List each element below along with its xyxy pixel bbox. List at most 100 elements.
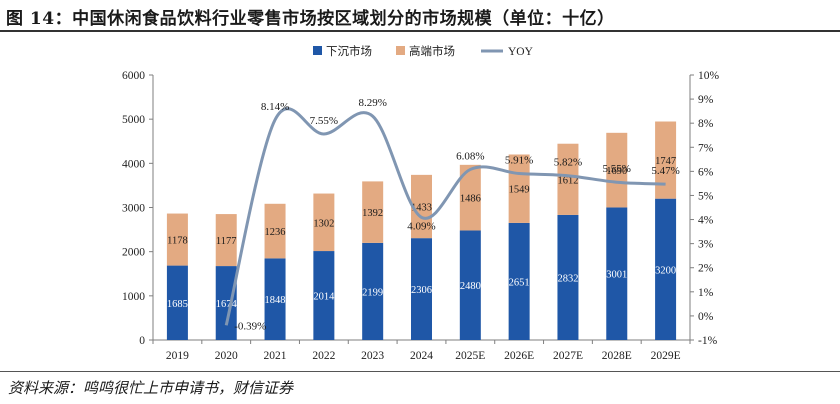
legend-swatch-lower (313, 46, 322, 55)
bar-lower-market (459, 230, 481, 340)
chart-axes: 0 1000 2000 3000 4000 5000 6000 -1% 0% 1% 2% 3% 4% 5%… (122, 70, 720, 362)
bar-upper-value-label: 1549 (509, 185, 530, 196)
bar-upper-value-label: 1392 (362, 208, 383, 219)
right-tick-label: 7% (698, 142, 714, 154)
bar-upper-value-label: 1747 (655, 156, 676, 167)
right-tick-label: 10% (698, 70, 720, 82)
right-tick-label: 0% (698, 311, 714, 323)
bar-lower-value-label: 3001 (606, 270, 627, 281)
bar-upper-market (362, 181, 384, 243)
bar-lower-value-label: 2832 (557, 273, 578, 284)
yoy-value-labels: -0.39% 8.14% 7.55% 8.29% 4.09% 6.08% 5.91% 5.82… (234, 97, 680, 332)
title-divider (0, 30, 840, 32)
bar-lower-market (557, 214, 579, 340)
x-tick-label: 2029E (651, 350, 681, 362)
bar-upper-market (459, 164, 481, 231)
bar-lower-value-label: 2199 (362, 287, 383, 298)
legend-label-lower: 下沉市场 (326, 44, 372, 58)
x-tick-label: 2020 (215, 350, 238, 362)
right-tick-label: 4% (698, 215, 714, 227)
yoy-value-label: 5.82% (554, 157, 582, 169)
legend-swatch-upper (396, 46, 405, 55)
x-tick-label: 2022 (312, 350, 335, 362)
bar-lower-market (411, 238, 432, 340)
bar-lower-value-label: 2014 (313, 292, 335, 303)
legend: 下沉市场 高端市场 YOY (313, 44, 534, 58)
right-tick-label: 6% (698, 166, 714, 178)
bar-upper-market (557, 143, 579, 215)
bar-upper-value-label: 1486 (460, 194, 481, 205)
bar-upper-market (313, 193, 335, 252)
bar-lower-market (215, 266, 237, 340)
x-tick-label: 2027E (553, 350, 583, 362)
bar-upper-market (264, 203, 286, 259)
bar-upper-value-label: 1178 (167, 236, 188, 247)
yoy-value-label: 8.29% (358, 97, 386, 109)
right-tick-label: 9% (698, 94, 714, 106)
bar-upper-market (606, 132, 628, 208)
yoy-value-label: 5.47% (651, 165, 679, 177)
x-tick-label: 2024 (410, 350, 433, 362)
x-tick-label: 2025E (455, 350, 485, 362)
right-tick-label: 2% (698, 263, 714, 275)
yoy-value-label: 4.09% (407, 220, 435, 232)
x-tick-label: 2026E (504, 350, 534, 362)
right-tick-label: 5% (698, 190, 714, 202)
yoy-value-label: 8.14% (261, 101, 289, 113)
x-tick-label: 2019 (166, 350, 189, 362)
left-tick-label: 1000 (122, 291, 145, 303)
x-tick-label: 2021 (264, 350, 287, 362)
left-tick-label: 5000 (122, 114, 145, 126)
bar-series (166, 121, 677, 340)
yoy-value-label: 5.91% (505, 155, 533, 167)
source-note: 资料来源：鸣鸣很忙上市申请书，财信证券 (8, 379, 294, 397)
bar-lower-market (508, 222, 530, 340)
bar-lower-market (606, 207, 628, 340)
right-tick-label: 3% (698, 239, 714, 251)
legend-label-upper: 高端市场 (409, 44, 455, 58)
x-tick-label: 2023 (361, 350, 384, 362)
left-tick-label: 6000 (122, 70, 145, 82)
footer-divider (0, 371, 840, 372)
left-tick-label: 0 (139, 335, 145, 347)
bar-lower-value-label: 2651 (509, 277, 530, 288)
yoy-value-label: -0.39% (234, 320, 266, 332)
bar-upper-value-label: 1690 (606, 166, 627, 177)
bar-upper-value-label: 1177 (216, 236, 237, 247)
yoy-value-label: 5.55% (603, 163, 631, 175)
bar-lower-market (362, 242, 384, 340)
bar-upper-value-label: 1302 (313, 218, 334, 229)
bar-lower-value-label: 1685 (167, 299, 188, 310)
figure-title: 图 14：中国休闲食品饮料行业零售市场按区域划分的市场规模（单位：十亿） (6, 9, 615, 29)
yoy-value-label: 7.55% (310, 115, 338, 127)
right-tick-label: 8% (698, 118, 714, 130)
bar-upper-market (166, 213, 188, 266)
bar-value-labels: 1685 1178 1674 1177 1848 1236 2014 1302 2199 1392… (167, 156, 676, 310)
bar-lower-market (264, 258, 286, 340)
bar-upper-value-label: 1612 (557, 175, 578, 186)
bar-upper-value-label: 1236 (265, 227, 286, 238)
legend-label-yoy: YOY (508, 46, 534, 58)
yoy-line-series (224, 107, 666, 326)
left-tick-label: 4000 (122, 158, 145, 170)
x-tick-label: 2028E (602, 350, 632, 362)
yoy-line (224, 107, 666, 326)
market-size-chart: 下沉市场 高端市场 YOY 0 1000 2000 3000 4000 5000 6000 -1%… (122, 44, 720, 362)
bar-lower-value-label: 2480 (460, 281, 481, 292)
right-tick-label: -1% (698, 335, 718, 347)
bar-lower-market (166, 265, 188, 340)
bar-lower-market (655, 198, 677, 340)
bar-upper-value-label: 1433 (411, 203, 432, 214)
bar-upper-market (411, 174, 432, 239)
left-tick-label: 3000 (122, 203, 145, 215)
yoy-value-label: 6.08% (456, 150, 484, 162)
bar-lower-market (313, 251, 335, 340)
bar-upper-market (215, 214, 237, 267)
right-tick-label: 1% (698, 287, 714, 299)
bar-lower-value-label: 1674 (216, 299, 238, 310)
left-tick-label: 2000 (122, 247, 145, 259)
bar-upper-market (655, 121, 677, 199)
bar-lower-value-label: 1848 (265, 295, 286, 306)
bar-lower-value-label: 3200 (655, 265, 676, 276)
bar-lower-value-label: 2306 (411, 285, 432, 296)
